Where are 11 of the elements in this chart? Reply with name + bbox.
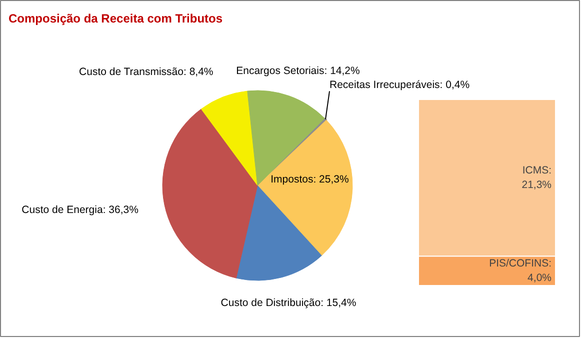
slice-label: Custo de Energia: 36,3% bbox=[22, 204, 138, 216]
series-label: PIS/COFINS: bbox=[489, 258, 552, 270]
chart-title: Composição da Receita com Tributos bbox=[8, 12, 223, 26]
data-label: 4,0% bbox=[528, 272, 552, 284]
slice-label: Receitas Irrecuperáveis: 0,4% bbox=[330, 79, 470, 92]
data-label: 21,3% bbox=[522, 178, 552, 191]
slice-label: Custo de Transmissão: 8,4% bbox=[79, 66, 214, 78]
slice-label: Encargos Setoriais: 14,2% bbox=[236, 64, 360, 77]
slice-label: Custo de Distribuição: 15,4% bbox=[220, 297, 356, 310]
series-label: ICMS: bbox=[522, 164, 552, 177]
slice-label: Impostos: 25,3% bbox=[270, 173, 349, 186]
